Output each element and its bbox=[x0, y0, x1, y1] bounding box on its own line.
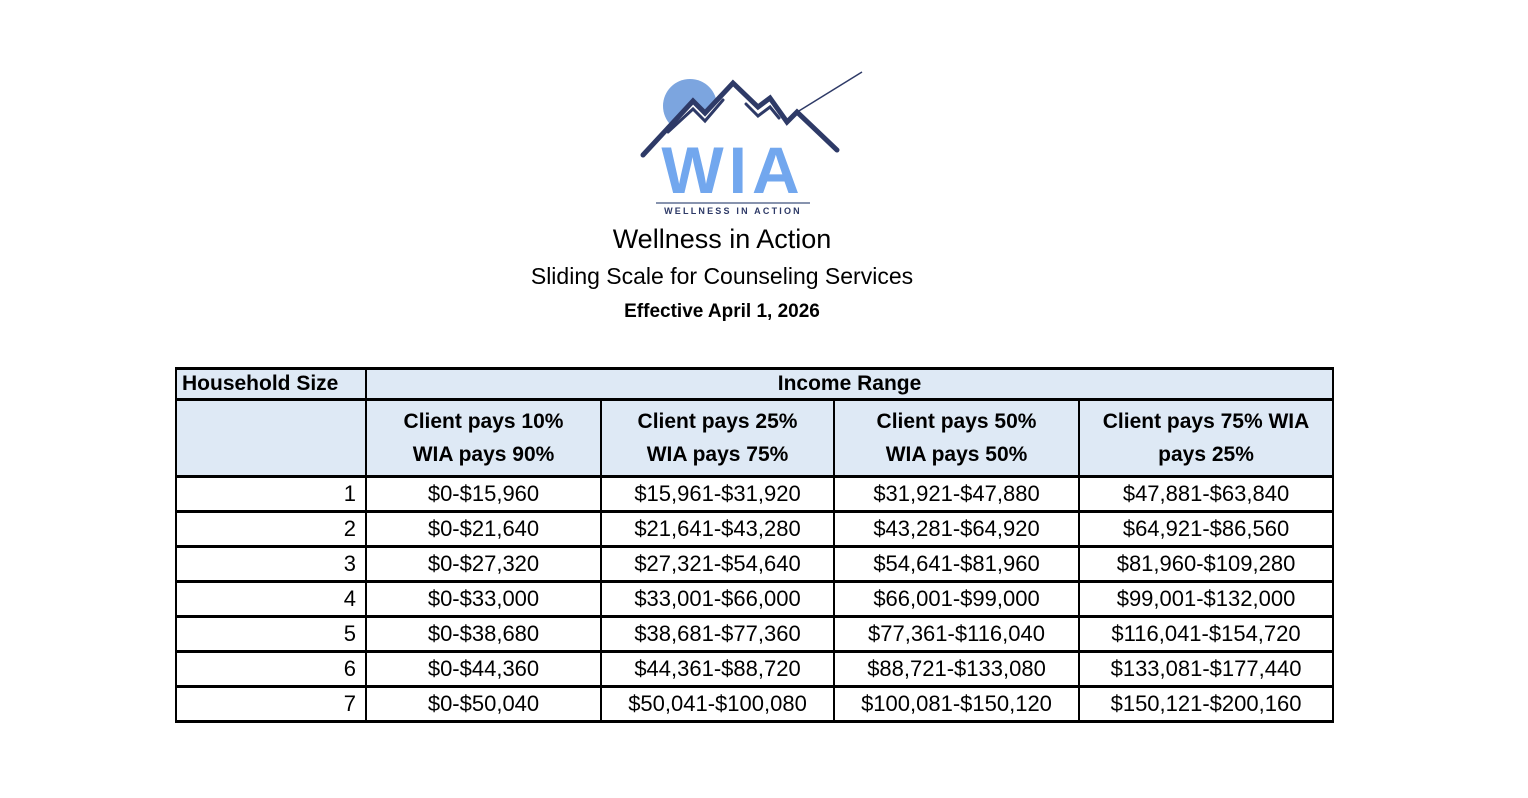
income-range-cell: $64,921-$86,560 bbox=[1077, 510, 1335, 548]
household-size-cell: 4 bbox=[175, 580, 367, 618]
income-range-cell: $88,721-$133,080 bbox=[833, 650, 1080, 688]
mountain-ridge bbox=[640, 79, 840, 158]
table-row: 6 $0-$44,360 $44,361-$88,720 $88,721-$13… bbox=[175, 650, 1335, 688]
mountain-body bbox=[643, 83, 837, 155]
income-range-cell: $0-$50,040 bbox=[365, 685, 602, 723]
column-header-75pct: Client pays 75% WIA pays 25% bbox=[1077, 398, 1335, 478]
income-range-cell: $81,960-$109,280 bbox=[1077, 545, 1335, 583]
income-range-cell: $133,081-$177,440 bbox=[1077, 650, 1335, 688]
column-header-line1: Client pays 10% bbox=[403, 410, 564, 433]
blank-header-cell bbox=[175, 398, 367, 478]
column-header-line1: Client pays 25% bbox=[637, 410, 798, 433]
snowline-right bbox=[744, 102, 781, 120]
income-range-cell: $0-$15,960 bbox=[365, 475, 602, 513]
household-size-header: Household Size bbox=[175, 367, 367, 401]
logo-tagline: WELLNESS IN ACTION bbox=[664, 206, 802, 216]
income-range-cell: $31,921-$47,880 bbox=[833, 475, 1080, 513]
table-row: 4 $0-$33,000 $33,001-$66,000 $66,001-$99… bbox=[175, 580, 1335, 618]
table-row: 5 $0-$38,680 $38,681-$77,360 $77,361-$11… bbox=[175, 615, 1335, 653]
column-header-line1: Client pays 75% WIA bbox=[1102, 410, 1310, 433]
income-range-cell: $44,361-$88,720 bbox=[600, 650, 835, 688]
accent-line bbox=[793, 71, 863, 115]
income-range-cell: $47,881-$63,840 bbox=[1077, 475, 1335, 513]
income-range-cell: $43,281-$64,920 bbox=[833, 510, 1080, 548]
household-size-cell: 7 bbox=[175, 685, 367, 723]
income-range-cell: $54,641-$81,960 bbox=[833, 545, 1080, 583]
wia-mountain-logo-icon bbox=[640, 71, 863, 158]
income-range-cell: $0-$21,640 bbox=[365, 510, 602, 548]
household-size-cell: 6 bbox=[175, 650, 367, 688]
income-range-cell: $100,081-$150,120 bbox=[833, 685, 1080, 723]
page-subtitle: Sliding Scale for Counseling Services bbox=[530, 263, 914, 289]
income-range-cell: $33,001-$66,000 bbox=[600, 580, 835, 618]
income-range-cell: $50,041-$100,080 bbox=[600, 685, 835, 723]
household-size-cell: 1 bbox=[175, 475, 367, 513]
income-range-cell: $66,001-$99,000 bbox=[833, 580, 1080, 618]
column-header-line1: Client pays 50% bbox=[876, 410, 1037, 433]
table-row: 3 $0-$27,320 $27,321-$54,640 $54,641-$81… bbox=[175, 545, 1335, 583]
column-header-line2: WIA pays 90% bbox=[412, 443, 555, 466]
income-range-header: Income Range bbox=[364, 367, 1335, 401]
income-range-cell: $116,041-$154,720 bbox=[1077, 615, 1335, 653]
column-header-line2: WIA pays 75% bbox=[646, 443, 789, 466]
table-row: 7 $0-$50,040 $50,041-$100,080 $100,081-$… bbox=[175, 685, 1335, 723]
column-header-line2: pays 25% bbox=[1158, 443, 1254, 466]
column-header-10pct: Client pays 10% WIA pays 90% bbox=[365, 398, 602, 478]
income-range-cell: $0-$44,360 bbox=[365, 650, 602, 688]
logo-acronym: WIA bbox=[661, 133, 805, 207]
household-size-cell: 3 bbox=[175, 545, 367, 583]
household-size-cell: 2 bbox=[175, 510, 367, 548]
logo-divider bbox=[656, 202, 810, 204]
income-range-cell: $15,961-$31,920 bbox=[600, 475, 835, 513]
income-range-cell: $77,361-$116,040 bbox=[833, 615, 1080, 653]
effective-date: Effective April 1, 2026 bbox=[624, 301, 820, 322]
column-header-line2: WIA pays 50% bbox=[885, 443, 1028, 466]
income-range-cell: $0-$27,320 bbox=[365, 545, 602, 583]
column-header-25pct: Client pays 25% WIA pays 75% bbox=[600, 398, 835, 478]
sliding-scale-table: Household Size Income Range Client pays … bbox=[175, 367, 1335, 723]
income-range-cell: $150,121-$200,160 bbox=[1077, 685, 1335, 723]
income-range-cell: $38,681-$77,360 bbox=[600, 615, 835, 653]
income-range-cell: $27,321-$54,640 bbox=[600, 545, 835, 583]
income-range-cell: $0-$38,680 bbox=[365, 615, 602, 653]
household-size-cell: 5 bbox=[175, 615, 367, 653]
table-row: 1 $0-$15,960 $15,961-$31,920 $31,921-$47… bbox=[175, 475, 1335, 513]
page-title: Wellness in Action bbox=[612, 224, 832, 254]
income-range-cell: $99,001-$132,000 bbox=[1077, 580, 1335, 618]
snowline-left bbox=[666, 98, 725, 134]
column-header-50pct: Client pays 50% WIA pays 50% bbox=[833, 398, 1080, 478]
income-range-cell: $0-$33,000 bbox=[365, 580, 602, 618]
income-range-cell: $21,641-$43,280 bbox=[600, 510, 835, 548]
table-row: 2 $0-$21,640 $21,641-$43,280 $43,281-$64… bbox=[175, 510, 1335, 548]
